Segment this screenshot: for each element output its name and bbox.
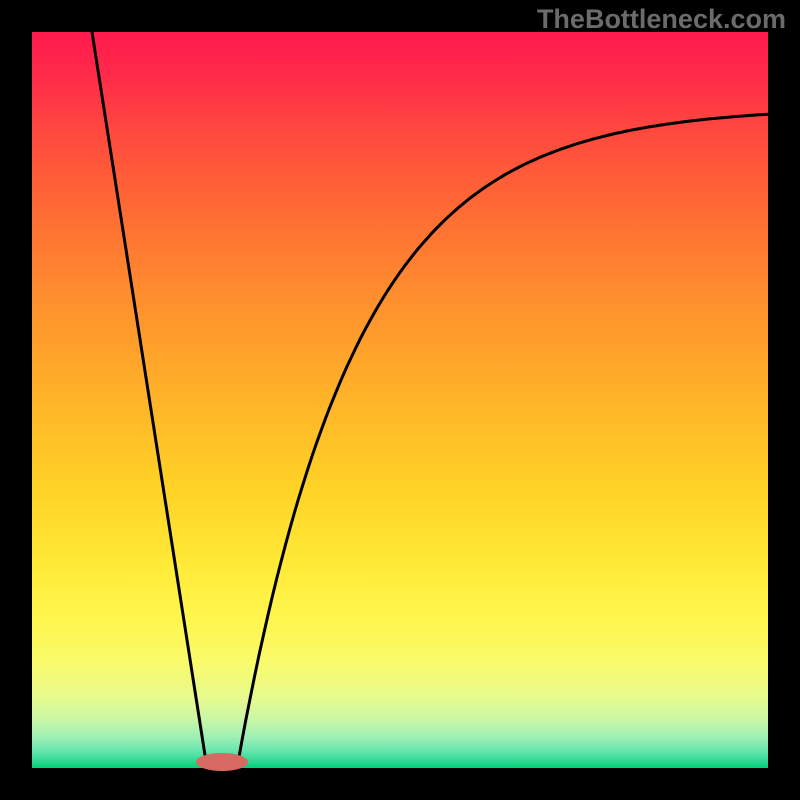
left-descent-line — [92, 32, 207, 768]
bottleneck-marker — [194, 751, 250, 773]
curves-layer — [32, 32, 768, 768]
bottleneck-marker-ellipse — [196, 753, 248, 771]
watermark-text: TheBottleneck.com — [537, 4, 786, 35]
right-ascent-curve — [237, 114, 768, 768]
chart-container: TheBottleneck.com — [0, 0, 800, 800]
